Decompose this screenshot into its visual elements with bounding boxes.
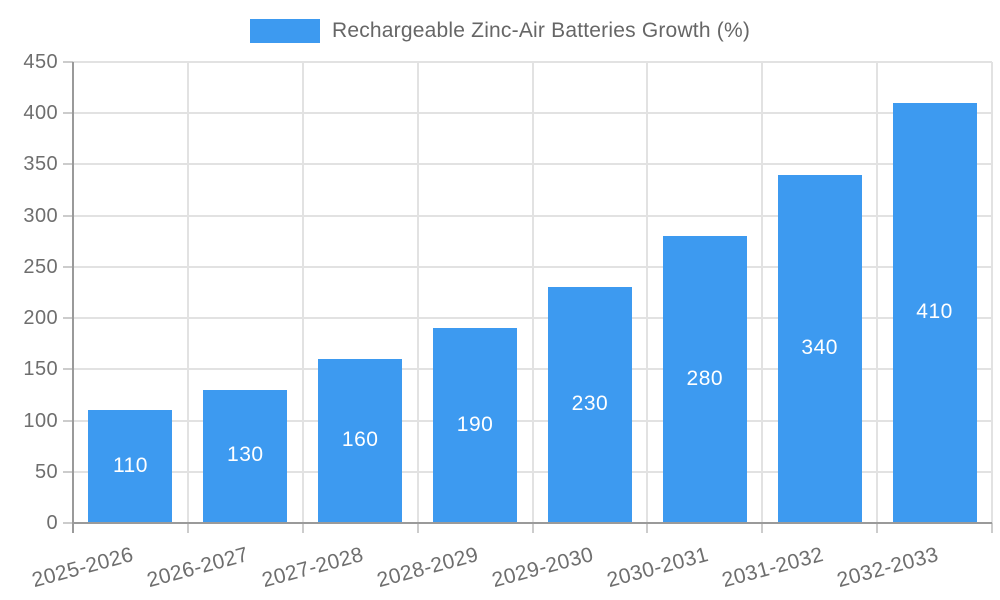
- legend[interactable]: Rechargeable Zinc-Air Batteries Growth (…: [0, 17, 1000, 45]
- y-axis-label: 200: [23, 307, 58, 330]
- y-tick: [63, 214, 73, 217]
- y-tick: [63, 419, 73, 422]
- gridline-vertical: [186, 62, 189, 523]
- bar-value-label: 160: [341, 428, 379, 452]
- y-axis-label: 100: [23, 409, 58, 432]
- gridline-vertical: [876, 62, 879, 523]
- x-tick: [646, 523, 649, 533]
- y-axis-label: 50: [34, 460, 58, 483]
- gridline-vertical: [646, 62, 649, 523]
- bar-value-label: 340: [801, 335, 838, 359]
- legend-label: Rechargeable Zinc-Air Batteries Growth (…: [331, 19, 751, 42]
- bar[interactable]: [203, 389, 288, 523]
- bar-value-label: 230: [571, 392, 609, 416]
- y-tick: [63, 163, 73, 166]
- bar[interactable]: [892, 102, 977, 523]
- y-axis-label: 400: [23, 102, 58, 125]
- x-axis-label: 2030-2031: [604, 543, 711, 593]
- x-axis-label: 2027-2028: [259, 543, 367, 593]
- x-tick: [761, 523, 764, 533]
- y-axis-label: 300: [23, 204, 58, 227]
- y-axis-label: 350: [23, 153, 58, 176]
- gridline-vertical: [531, 62, 534, 523]
- y-axis-line: [72, 62, 74, 533]
- x-axis-label: 2032-2033: [834, 543, 941, 593]
- legend-swatch-icon: [249, 19, 320, 43]
- x-axis-label: 2031-2032: [719, 543, 826, 593]
- y-tick: [63, 317, 73, 320]
- bar[interactable]: [318, 359, 403, 523]
- x-tick: [531, 523, 534, 533]
- bar[interactable]: [88, 410, 173, 523]
- y-tick: [63, 522, 73, 524]
- bar[interactable]: [547, 287, 632, 523]
- gridline-vertical: [761, 62, 764, 523]
- y-tick: [63, 265, 73, 268]
- bar-value-label: 190: [456, 412, 494, 436]
- bar[interactable]: [433, 328, 518, 523]
- bar-value-label: 110: [112, 453, 148, 477]
- x-tick: [991, 523, 993, 533]
- x-tick: [186, 523, 189, 533]
- x-axis-line: [73, 522, 992, 524]
- gridline-vertical: [991, 62, 993, 523]
- x-tick: [876, 523, 879, 533]
- y-axis-label: 450: [23, 51, 58, 73]
- y-tick: [63, 61, 73, 63]
- bar[interactable]: [777, 174, 862, 523]
- x-axis-label: 2029-2030: [489, 543, 596, 593]
- bar-value-label: 410: [916, 299, 953, 323]
- y-axis-label: 150: [23, 358, 58, 381]
- y-tick: [63, 112, 73, 115]
- x-axis-label: 2025-2026: [29, 543, 137, 593]
- y-axis-label: 0: [46, 512, 58, 534]
- y-tick: [63, 368, 73, 371]
- gridline-vertical: [301, 62, 304, 523]
- x-axis-label: 2028-2029: [374, 543, 482, 593]
- y-tick: [63, 470, 73, 473]
- x-axis-label: 2026-2027: [144, 543, 252, 593]
- bar[interactable]: [662, 236, 747, 523]
- x-tick: [416, 523, 419, 533]
- x-tick: [301, 523, 304, 533]
- bar-value-label: 280: [686, 366, 724, 390]
- y-axis-label: 250: [23, 255, 58, 278]
- bar-value-label: 130: [227, 443, 264, 467]
- gridline-vertical: [416, 62, 419, 523]
